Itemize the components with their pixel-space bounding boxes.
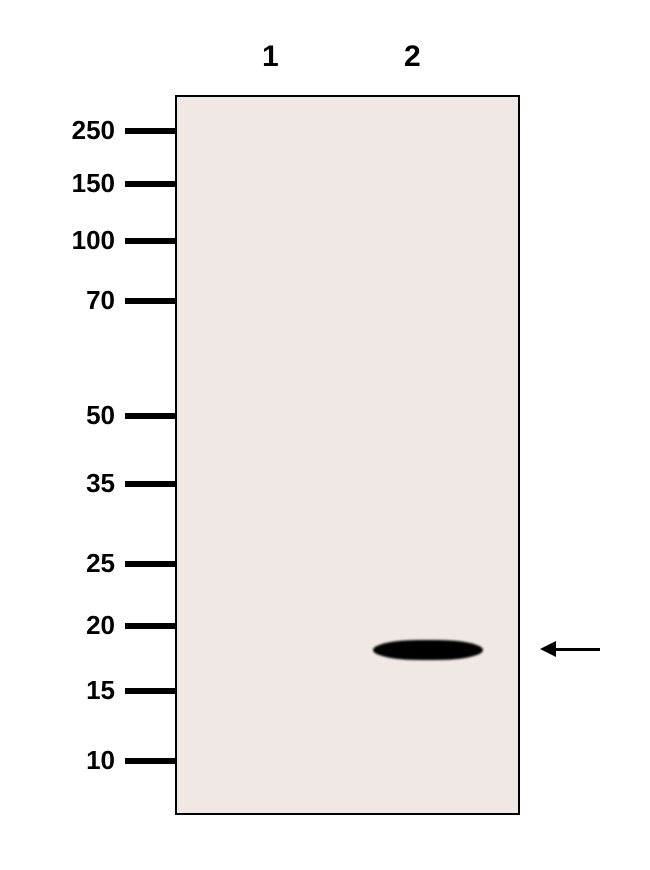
- mw-tick-150: [125, 181, 175, 187]
- mw-label-100: 100: [72, 225, 115, 256]
- arrow-shaft: [556, 648, 600, 651]
- mw-tick-70: [125, 298, 175, 304]
- blot-membrane: [175, 95, 520, 815]
- mw-label-50: 50: [86, 400, 115, 431]
- band-indicator-arrow: [540, 641, 600, 657]
- mw-label-15: 15: [86, 675, 115, 706]
- mw-label-250: 250: [72, 115, 115, 146]
- mw-label-25: 25: [86, 548, 115, 579]
- mw-tick-20: [125, 623, 175, 629]
- lane-label-2: 2: [404, 40, 421, 74]
- mw-label-70: 70: [86, 285, 115, 316]
- mw-tick-100: [125, 238, 175, 244]
- mw-label-20: 20: [86, 610, 115, 641]
- mw-label-150: 150: [72, 168, 115, 199]
- mw-label-35: 35: [86, 468, 115, 499]
- lane-label-1: 1: [262, 40, 279, 74]
- mw-label-10: 10: [86, 745, 115, 776]
- mw-tick-15: [125, 688, 175, 694]
- arrow-head-icon: [540, 641, 556, 657]
- mw-tick-10: [125, 758, 175, 764]
- mw-tick-250: [125, 128, 175, 134]
- mw-tick-25: [125, 561, 175, 567]
- protein-band-lane2: [373, 640, 483, 660]
- mw-tick-35: [125, 481, 175, 487]
- mw-tick-50: [125, 413, 175, 419]
